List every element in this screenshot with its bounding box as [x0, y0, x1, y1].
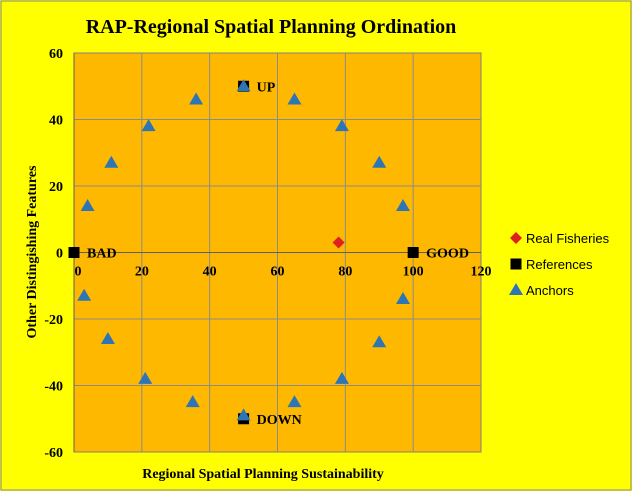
triangle-marker — [185, 395, 200, 408]
x-axis-label: Regional Spatial Planning Sustainability — [142, 467, 384, 482]
triangle-marker — [236, 408, 251, 421]
y-tick-label: 60 — [49, 47, 63, 62]
y-axis-label: Other Distingishing Features — [25, 165, 40, 338]
triangle-marker — [287, 92, 302, 105]
y-tick-label: -60 — [44, 446, 63, 461]
square-marker — [68, 247, 80, 258]
triangle-marker — [77, 288, 92, 301]
x-tick-label: 60 — [271, 265, 285, 280]
y-tick-label: 40 — [49, 114, 63, 129]
x-tick-label: 20 — [135, 265, 149, 280]
triangle-marker — [100, 331, 115, 344]
legend-marker — [510, 232, 522, 244]
chart-title: RAP-Regional Spatial Planning Ordination — [86, 16, 457, 38]
square-marker — [407, 247, 419, 258]
triangle-marker — [189, 92, 204, 105]
x-tick-label: 100 — [403, 265, 424, 280]
triangle-marker — [287, 395, 302, 408]
y-tick-label: 20 — [49, 180, 63, 195]
x-tick-label: 40 — [203, 265, 217, 280]
reference-label: GOOD — [426, 247, 469, 262]
x-tick-label: 80 — [338, 265, 352, 280]
reference-label: UP — [257, 80, 276, 95]
triangle-marker — [372, 155, 387, 168]
x-tick-label: 0 — [75, 265, 82, 280]
triangle-marker — [141, 119, 156, 132]
triangle-marker — [334, 371, 349, 384]
triangle-marker — [372, 335, 387, 348]
legend-entry: Real Fisheries — [526, 231, 610, 246]
triangle-marker — [138, 371, 153, 384]
triangle-marker — [395, 292, 410, 305]
legend-entry: Anchors — [526, 283, 574, 298]
y-tick-label: -20 — [44, 313, 63, 328]
triangle-marker — [395, 198, 410, 211]
legend-entry: References — [526, 257, 593, 272]
triangle-marker — [80, 198, 95, 211]
triangle-marker — [104, 155, 119, 168]
y-tick-label: 0 — [56, 247, 63, 262]
triangle-marker — [236, 79, 251, 92]
legend-marker — [510, 258, 522, 270]
y-tick-label: -40 — [44, 380, 63, 395]
reference-label: DOWN — [257, 413, 302, 428]
diamond-marker — [332, 236, 345, 249]
triangle-marker — [334, 119, 349, 132]
x-tick-label: 120 — [471, 265, 492, 280]
reference-label: BAD — [87, 247, 117, 262]
legend-marker — [509, 283, 523, 295]
